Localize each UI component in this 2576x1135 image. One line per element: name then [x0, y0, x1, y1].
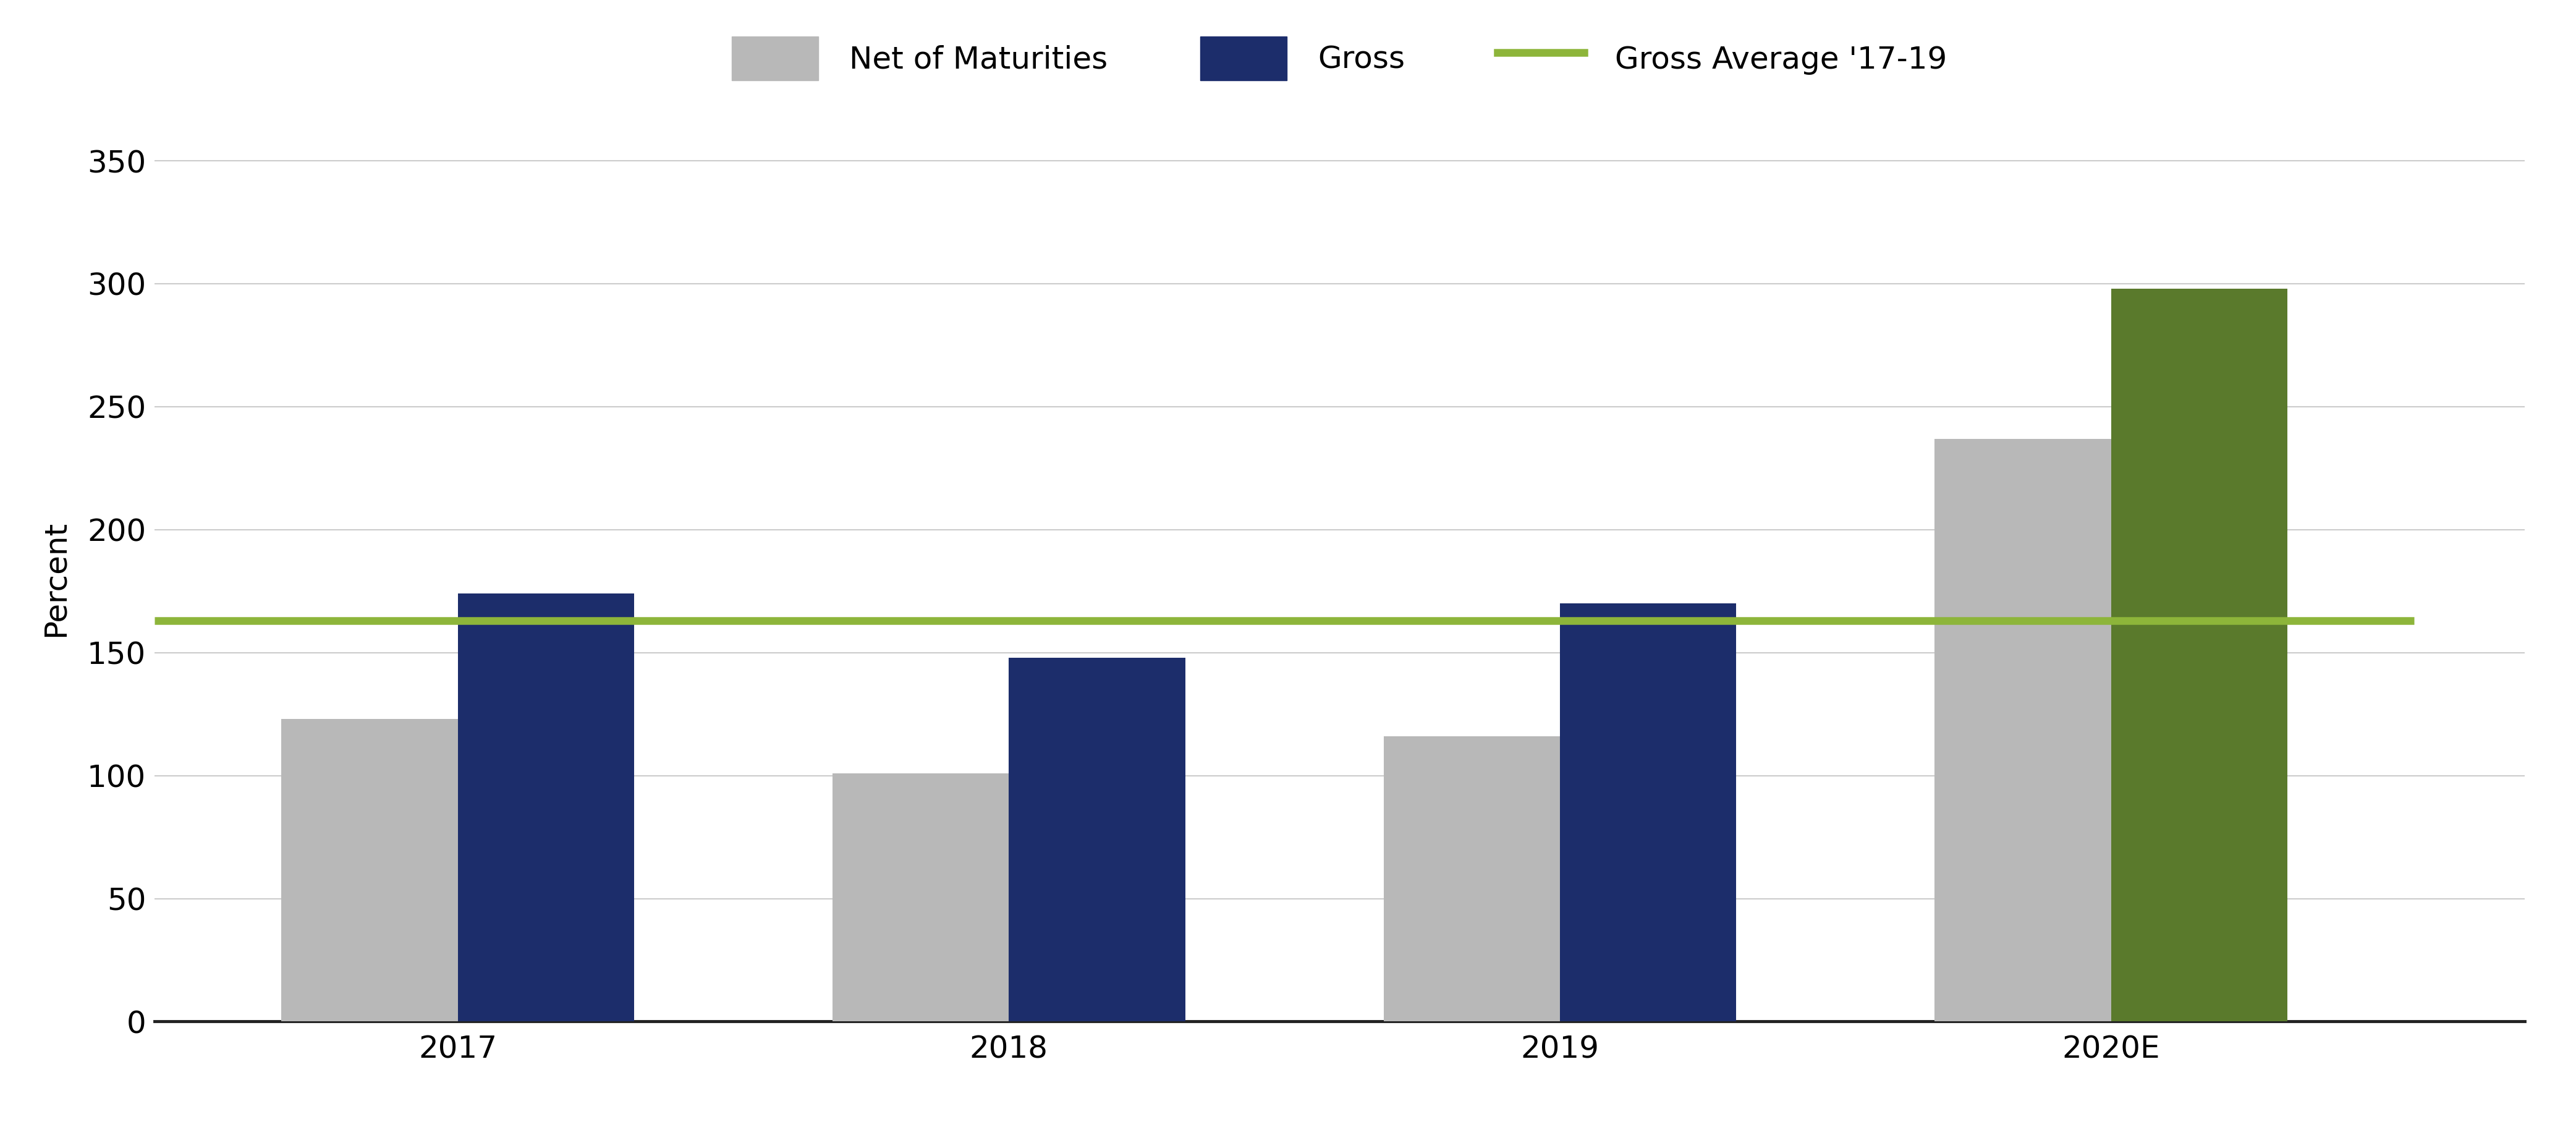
- Bar: [1010, 657, 1185, 1022]
- Y-axis label: Percent: Percent: [41, 521, 70, 637]
- Bar: [1561, 604, 1736, 1022]
- Legend: Net of Maturities, Gross, Gross Average '17-19: Net of Maturities, Gross, Gross Average …: [732, 36, 1947, 81]
- Bar: [832, 773, 1010, 1022]
- Bar: [2112, 288, 2287, 1022]
- Bar: [1383, 737, 1561, 1022]
- Bar: [281, 720, 459, 1022]
- Bar: [1935, 438, 2112, 1022]
- Bar: [459, 594, 634, 1022]
